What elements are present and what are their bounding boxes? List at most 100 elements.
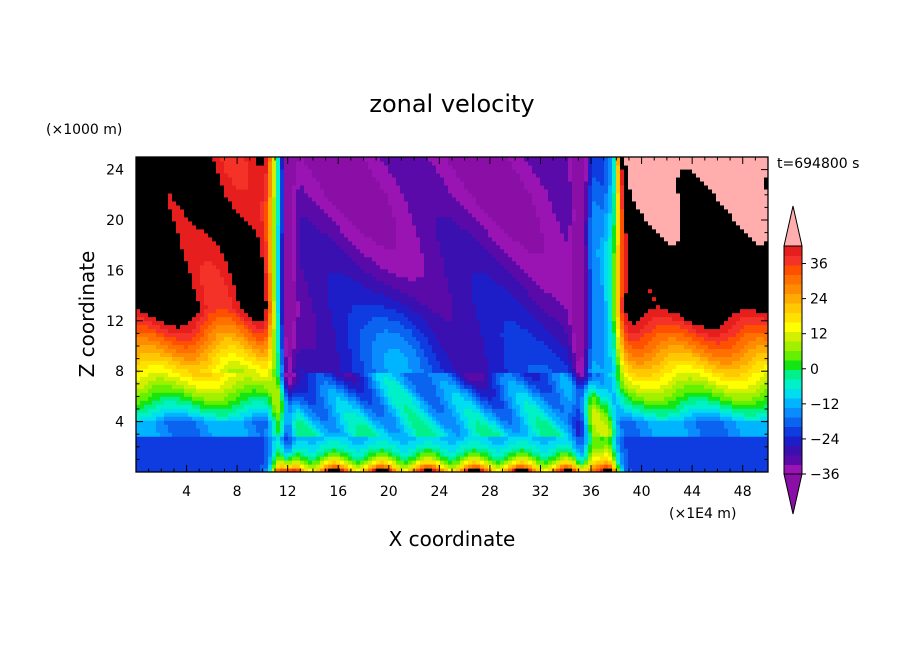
contour-cell xyxy=(232,272,265,278)
contour-cell xyxy=(296,312,301,318)
contour-cell xyxy=(288,372,293,377)
contour-cell xyxy=(380,180,397,186)
contour-cell xyxy=(284,276,293,282)
contour-cell xyxy=(236,396,249,401)
contour-cell xyxy=(392,456,397,461)
contour-cell xyxy=(620,380,625,385)
contour-cell xyxy=(456,452,465,457)
contour-cell xyxy=(620,440,625,445)
contour-cell xyxy=(612,164,617,170)
contour-cell xyxy=(264,432,269,437)
contour-cell xyxy=(584,248,589,254)
contour-cell xyxy=(284,204,293,210)
contour-cell xyxy=(268,196,273,202)
contour-cell xyxy=(576,368,585,373)
contour-cell xyxy=(588,408,593,413)
contour-cell xyxy=(740,372,753,377)
contour-cell xyxy=(292,416,297,421)
contour-cell xyxy=(356,392,373,397)
contour-cell xyxy=(236,332,245,338)
contour-cell xyxy=(608,204,613,210)
contour-cell xyxy=(296,308,301,314)
contour-cell xyxy=(216,344,229,349)
contour-cell xyxy=(488,384,493,389)
contour-cell xyxy=(444,180,465,186)
contour-cell xyxy=(312,308,333,314)
contour-cell xyxy=(620,212,625,218)
contour-cell xyxy=(612,456,617,461)
contour-cell xyxy=(332,448,337,453)
contour-cell xyxy=(572,264,585,270)
contour-cell xyxy=(540,456,549,461)
contour-cell xyxy=(396,444,417,449)
contour-cell xyxy=(516,440,529,445)
contour-cell xyxy=(484,376,489,381)
contour-cell xyxy=(408,364,421,369)
contour-cell xyxy=(580,412,585,417)
colorbar-tick-label: −12 xyxy=(810,397,840,413)
contour-cell xyxy=(272,220,277,226)
contour-cell xyxy=(572,416,581,421)
contour-cell xyxy=(280,244,285,250)
contour-cell xyxy=(592,440,609,445)
contour-cell xyxy=(376,260,425,266)
contour-cell xyxy=(488,232,509,238)
contour-cell xyxy=(264,316,269,322)
contour-cell xyxy=(264,252,269,258)
contour-cell xyxy=(548,412,557,417)
contour-cell xyxy=(584,272,589,278)
contour-cell xyxy=(388,432,409,437)
contour-cell xyxy=(456,196,477,202)
contour-cell xyxy=(620,216,625,222)
contour-cell xyxy=(312,460,321,465)
contour-cell xyxy=(172,212,185,218)
contour-cell xyxy=(136,332,157,338)
y-tick-label: 4 xyxy=(115,415,124,431)
contour-cell xyxy=(616,264,621,270)
contour-cell xyxy=(572,428,577,433)
contour-cell xyxy=(604,180,609,186)
contour-cell xyxy=(636,320,649,326)
contour-cell xyxy=(264,220,269,226)
contour-cell xyxy=(604,268,609,274)
contour-cell xyxy=(552,404,565,409)
contour-cell xyxy=(568,172,573,178)
contour-cell xyxy=(516,452,529,457)
contour-cell xyxy=(284,252,293,258)
contour-cell xyxy=(616,308,621,314)
contour-cell xyxy=(464,396,473,401)
contour-cell xyxy=(636,388,665,393)
contour-cell xyxy=(384,280,449,286)
contour-cell xyxy=(392,436,417,441)
contour-cell xyxy=(588,184,593,190)
contour-cell xyxy=(480,332,501,338)
contour-cell xyxy=(364,252,425,258)
contour-cell xyxy=(572,248,585,254)
contour-cell xyxy=(616,396,621,401)
contour-cell xyxy=(372,348,389,353)
contour-cell xyxy=(400,372,405,377)
contour-cell xyxy=(296,340,317,346)
contour-cell xyxy=(464,456,469,461)
contour-cell xyxy=(460,444,489,449)
contour-cell xyxy=(376,412,385,417)
contour-cell xyxy=(528,400,537,405)
contour-cell xyxy=(572,188,585,194)
contour-cell xyxy=(328,272,345,278)
contour-cell xyxy=(176,228,205,234)
contour-cell xyxy=(520,372,525,377)
contour-cell xyxy=(560,416,569,421)
contour-cell xyxy=(292,264,297,270)
contour-cell xyxy=(276,364,281,369)
contour-cell xyxy=(280,232,285,238)
contour-cell xyxy=(432,456,437,461)
contour-cell xyxy=(388,164,437,170)
contour-cell xyxy=(196,296,205,302)
contour-cell xyxy=(612,392,617,397)
contour-cell xyxy=(328,412,333,417)
contour-cell xyxy=(572,172,585,178)
contour-cell xyxy=(612,328,617,334)
contour-cell xyxy=(608,280,613,286)
contour-cell xyxy=(432,376,453,381)
contour-cell xyxy=(732,212,768,218)
